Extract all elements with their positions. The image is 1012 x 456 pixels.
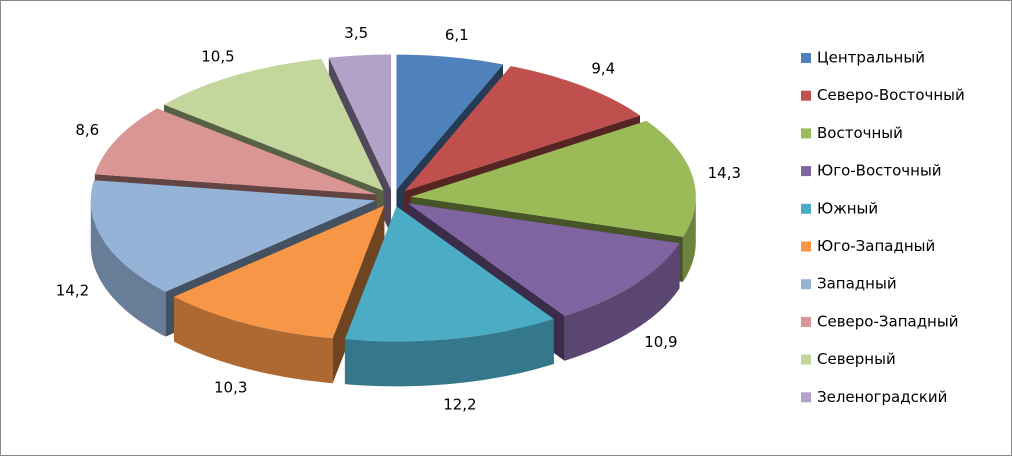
slice (396, 54, 504, 190)
legend-swatch (801, 166, 811, 177)
slice (344, 206, 554, 342)
legend-label: Восточный (817, 124, 903, 142)
legend: Центральный Северо-Восточный Восточный Юго-… (801, 49, 965, 406)
slice (328, 54, 392, 190)
legend-label: Западный (817, 275, 897, 293)
legend-label: Северо-Восточный (817, 86, 965, 104)
data-label: 10,5 (201, 47, 234, 65)
data-label: 14,2 (56, 282, 89, 300)
legend-swatch (801, 53, 811, 63)
slice (174, 205, 385, 339)
slice (90, 180, 376, 292)
legend-label: Юго-Восточный (817, 162, 942, 180)
legend-swatch (801, 316, 811, 327)
pie: 6,1 9,4 14,3 10,9 12,2 10,3 14,2 8,6 10,5 3,5 (56, 24, 741, 414)
legend-swatch (801, 279, 811, 290)
legend-swatch (801, 354, 811, 365)
legend-label: Зеленоградский (817, 388, 947, 406)
slice-wall (174, 296, 333, 384)
slice (164, 58, 384, 191)
legend-label: Юго-Западный (817, 237, 935, 255)
slice-wall (564, 243, 680, 361)
data-label: 8,6 (75, 121, 99, 139)
legend-swatch (801, 392, 811, 403)
legend-label: Центральный (817, 49, 925, 67)
slice (404, 66, 641, 192)
slice-wall (90, 200, 166, 337)
slice (407, 203, 680, 316)
data-label: 6,1 (445, 26, 469, 44)
data-label: 9,4 (591, 60, 615, 78)
legend-label: Северный (817, 350, 896, 368)
data-label: 10,9 (644, 333, 677, 351)
legend-swatch (801, 128, 811, 139)
legend-label: Южный (817, 199, 878, 217)
legend-label: Северо-Западный (817, 312, 958, 330)
data-label: 3,5 (344, 24, 368, 42)
legend-swatch (801, 241, 811, 252)
legend-swatch (801, 90, 811, 101)
slice (410, 120, 696, 237)
slice (94, 108, 377, 195)
slice-wall (344, 318, 554, 387)
data-label: 10,3 (214, 378, 247, 396)
data-label: 12,2 (443, 396, 476, 414)
legend-swatch (801, 203, 811, 214)
data-label: 14,3 (708, 164, 741, 182)
slice-wall (682, 196, 696, 282)
